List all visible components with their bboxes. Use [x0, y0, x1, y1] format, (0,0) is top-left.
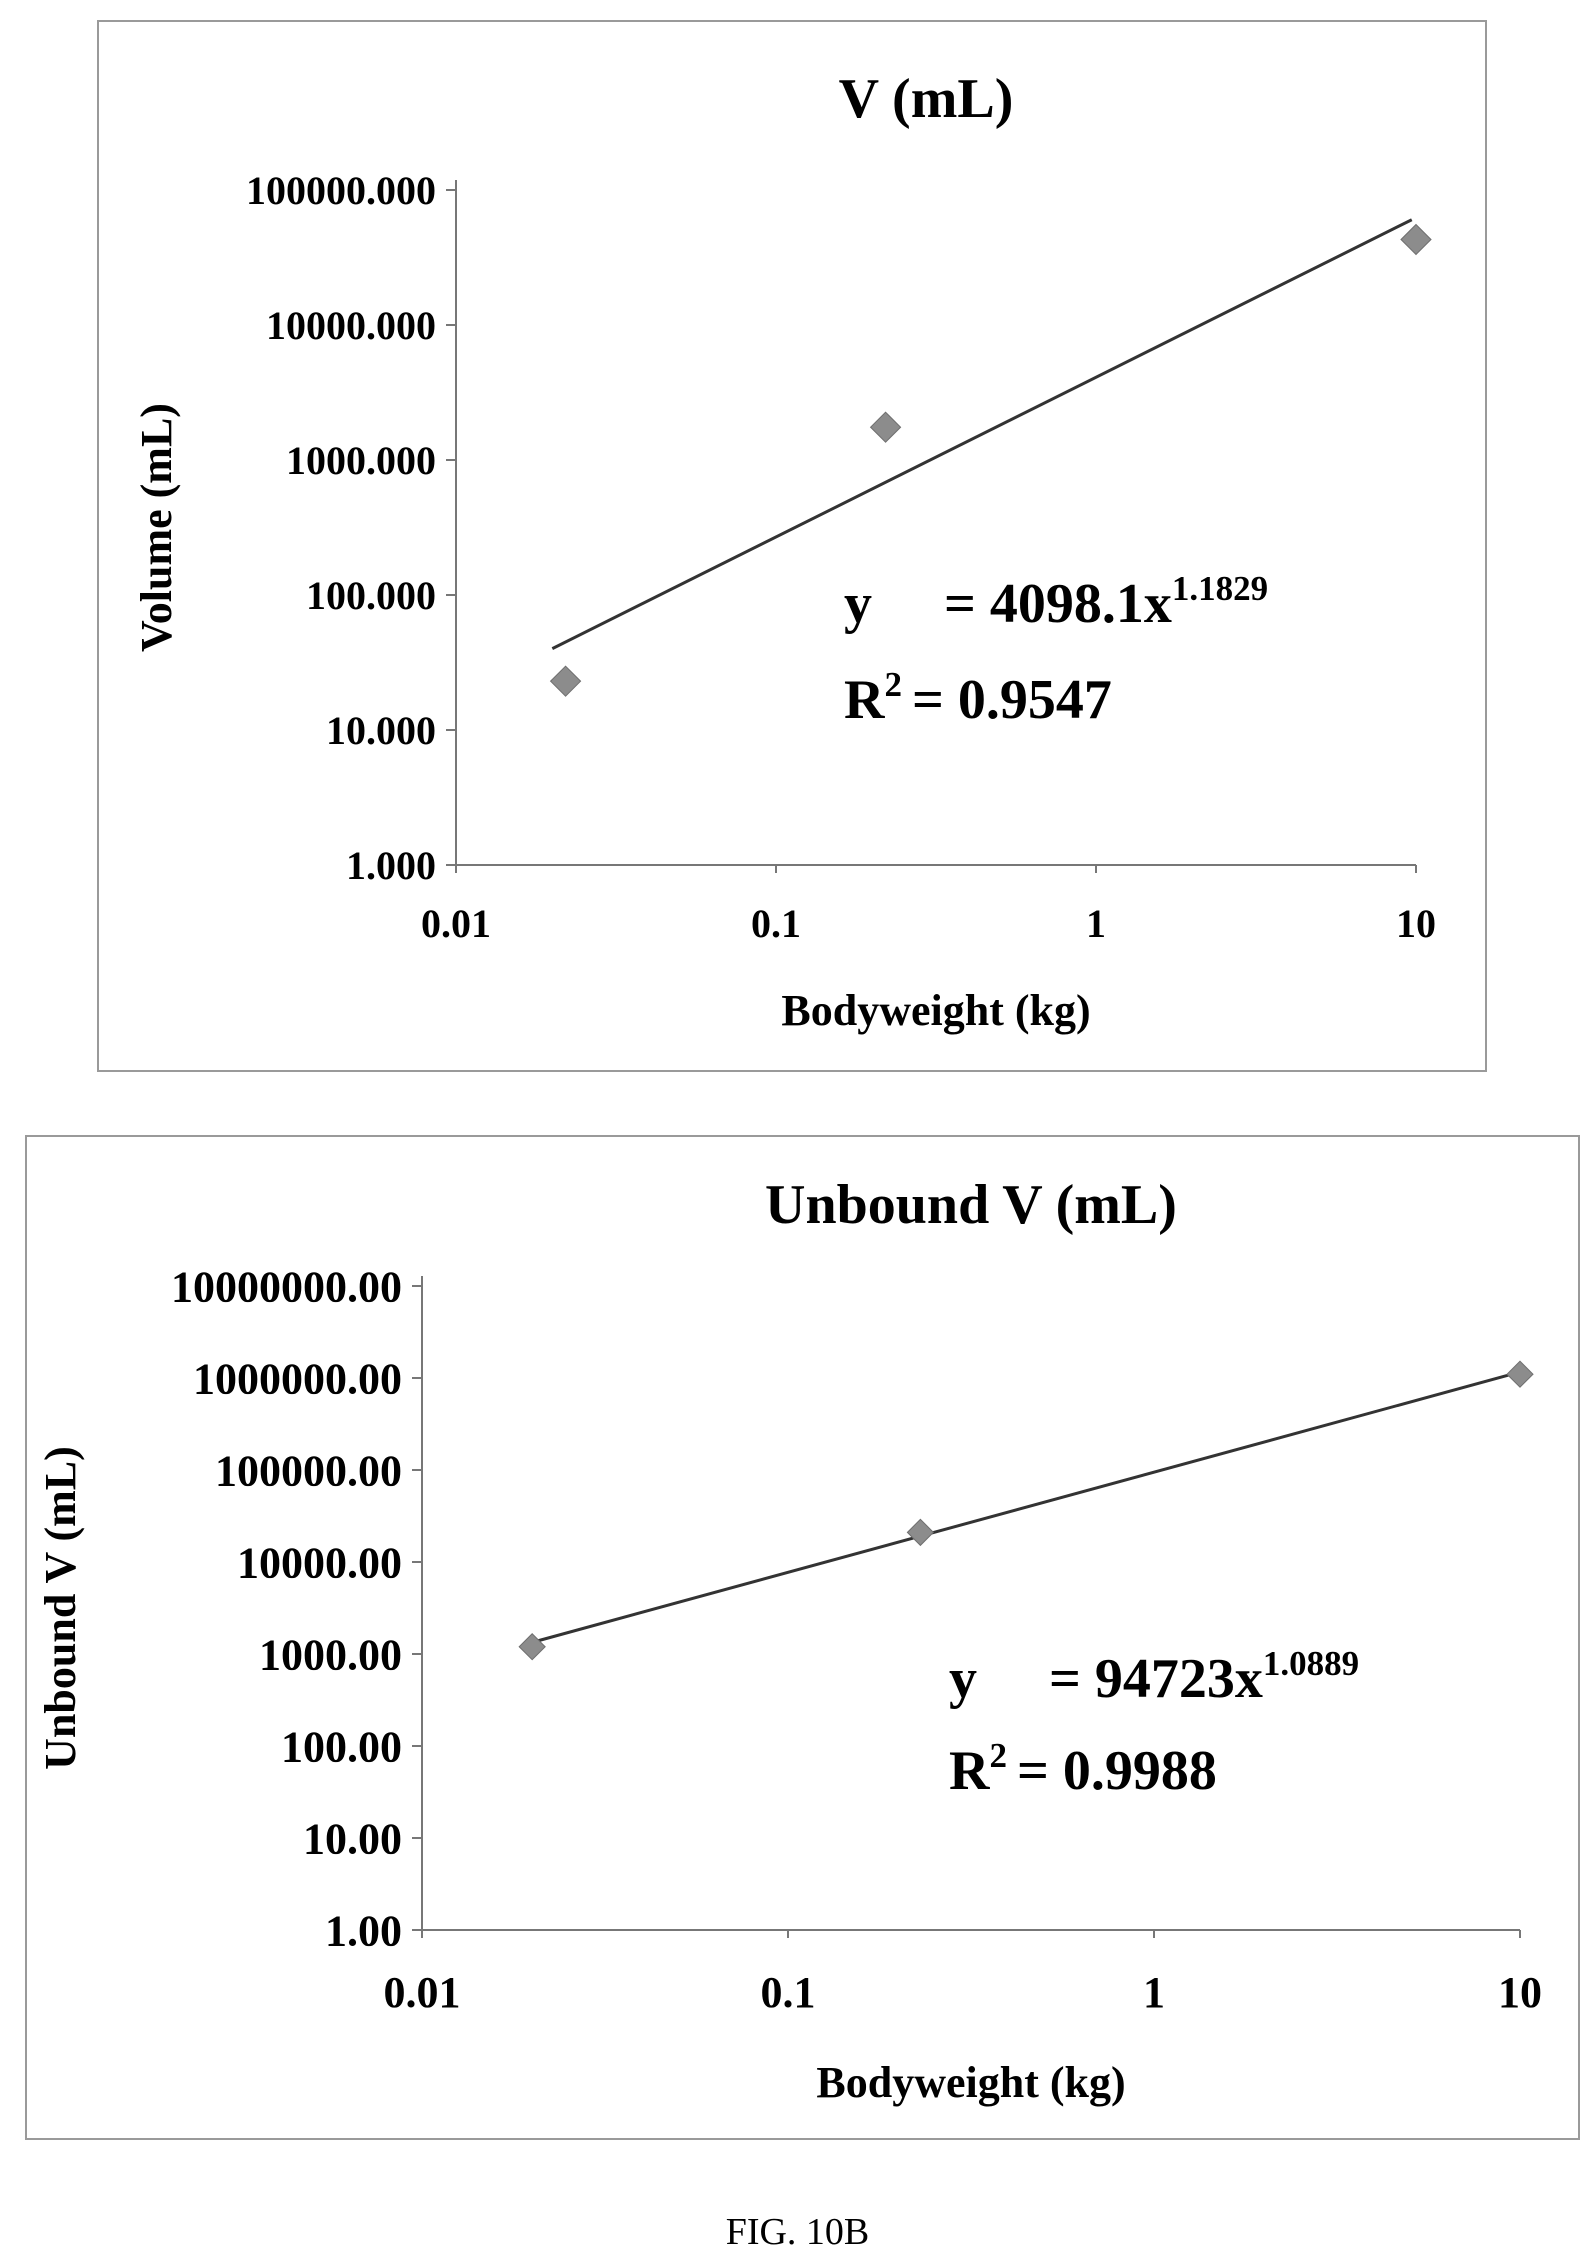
chart-volume: V (mL) 1.000 10.000 100.000 1000.000 10000.00… — [132, 68, 1436, 1035]
y-tick-label: 10000.00 — [237, 1538, 402, 1587]
x-tick-label: 1 — [1086, 901, 1106, 946]
y-tick-label: 10000.000 — [266, 303, 436, 348]
data-point-marker — [549, 665, 582, 697]
r-squared-label: R — [844, 669, 885, 731]
y-tick-label: 1000.00 — [259, 1630, 402, 1679]
figure-caption: FIG. 10B — [725, 2211, 870, 2253]
data-point-marker — [1506, 1360, 1534, 1388]
r-squared-value: = 0.9988 — [1017, 1740, 1217, 1802]
chart-panel-unbound-volume: Unbound V (mL) 1.00 10.00 100.00 1000.00 1000… — [25, 1135, 1580, 2140]
x-axis-label: Bodyweight (kg) — [816, 2058, 1125, 2107]
y-tick-label: 1.000 — [346, 843, 436, 888]
y-tick-label: 10000000.00 — [171, 1262, 402, 1311]
trendline — [531, 1370, 1521, 1644]
data-point-marker — [869, 411, 902, 443]
trend-equation: y = 4098.1x1.1829 — [844, 569, 1268, 635]
y-tick-label: 100000.000 — [246, 168, 436, 213]
r-squared-value: = 0.9547 — [912, 669, 1112, 731]
equation-exponent: 1.0889 — [1263, 1644, 1359, 1683]
x-tick-label: 0.01 — [421, 901, 491, 946]
r-squared-label: R — [949, 1740, 990, 1802]
y-tick-label: 100000.00 — [215, 1446, 402, 1495]
data-point-marker — [906, 1518, 935, 1547]
x-tick-label: 10 — [1498, 1968, 1542, 2017]
equation-body: = 94723x — [1049, 1648, 1263, 1710]
r-squared-annotation: R2 = 0.9547 — [844, 665, 1112, 731]
equation-exponent: 1.1829 — [1172, 569, 1268, 608]
r-squared-superscript: 2 — [884, 665, 902, 704]
chart-title: Unbound V (mL) — [765, 1174, 1177, 1236]
equation-prefix: y — [844, 573, 872, 635]
equation-body: = 4098.1x — [944, 573, 1172, 635]
data-point-marker — [518, 1633, 546, 1661]
r-squared-annotation: R2 = 0.9988 — [949, 1736, 1217, 1802]
y-tick-label: 10.000 — [326, 708, 436, 753]
equation-prefix: y — [949, 1648, 977, 1710]
chart-title: V (mL) — [839, 68, 1014, 130]
y-axis-label: Unbound V (mL) — [36, 1446, 85, 1770]
x-tick-label: 1 — [1143, 1968, 1165, 2017]
y-tick-label: 1.00 — [325, 1906, 402, 1955]
trend-equation: y = 94723x1.0889 — [949, 1644, 1359, 1710]
chart-panel-volume: V (mL) 1.000 10.000 100.000 1000.000 10000.00… — [97, 20, 1487, 1072]
x-axis-label: Bodyweight (kg) — [781, 986, 1090, 1035]
chart-unbound-volume: Unbound V (mL) 1.00 10.00 100.00 1000.00 1000… — [36, 1174, 1542, 2107]
x-tick-label: 0.01 — [384, 1968, 461, 2017]
y-tick-label: 10.00 — [303, 1814, 402, 1863]
y-axis-label: Volume (mL) — [132, 403, 181, 652]
x-tick-label: 10 — [1396, 901, 1436, 946]
y-tick-label: 100.00 — [281, 1722, 402, 1771]
y-tick-label: 1000000.00 — [193, 1354, 402, 1403]
x-tick-label: 0.1 — [761, 1968, 816, 2017]
x-tick-label: 0.1 — [751, 901, 801, 946]
r-squared-superscript: 2 — [989, 1736, 1007, 1775]
y-tick-label: 100.000 — [306, 573, 436, 618]
y-tick-label: 1000.000 — [286, 438, 436, 483]
trendline — [551, 218, 1413, 650]
data-point-marker — [1400, 223, 1432, 256]
